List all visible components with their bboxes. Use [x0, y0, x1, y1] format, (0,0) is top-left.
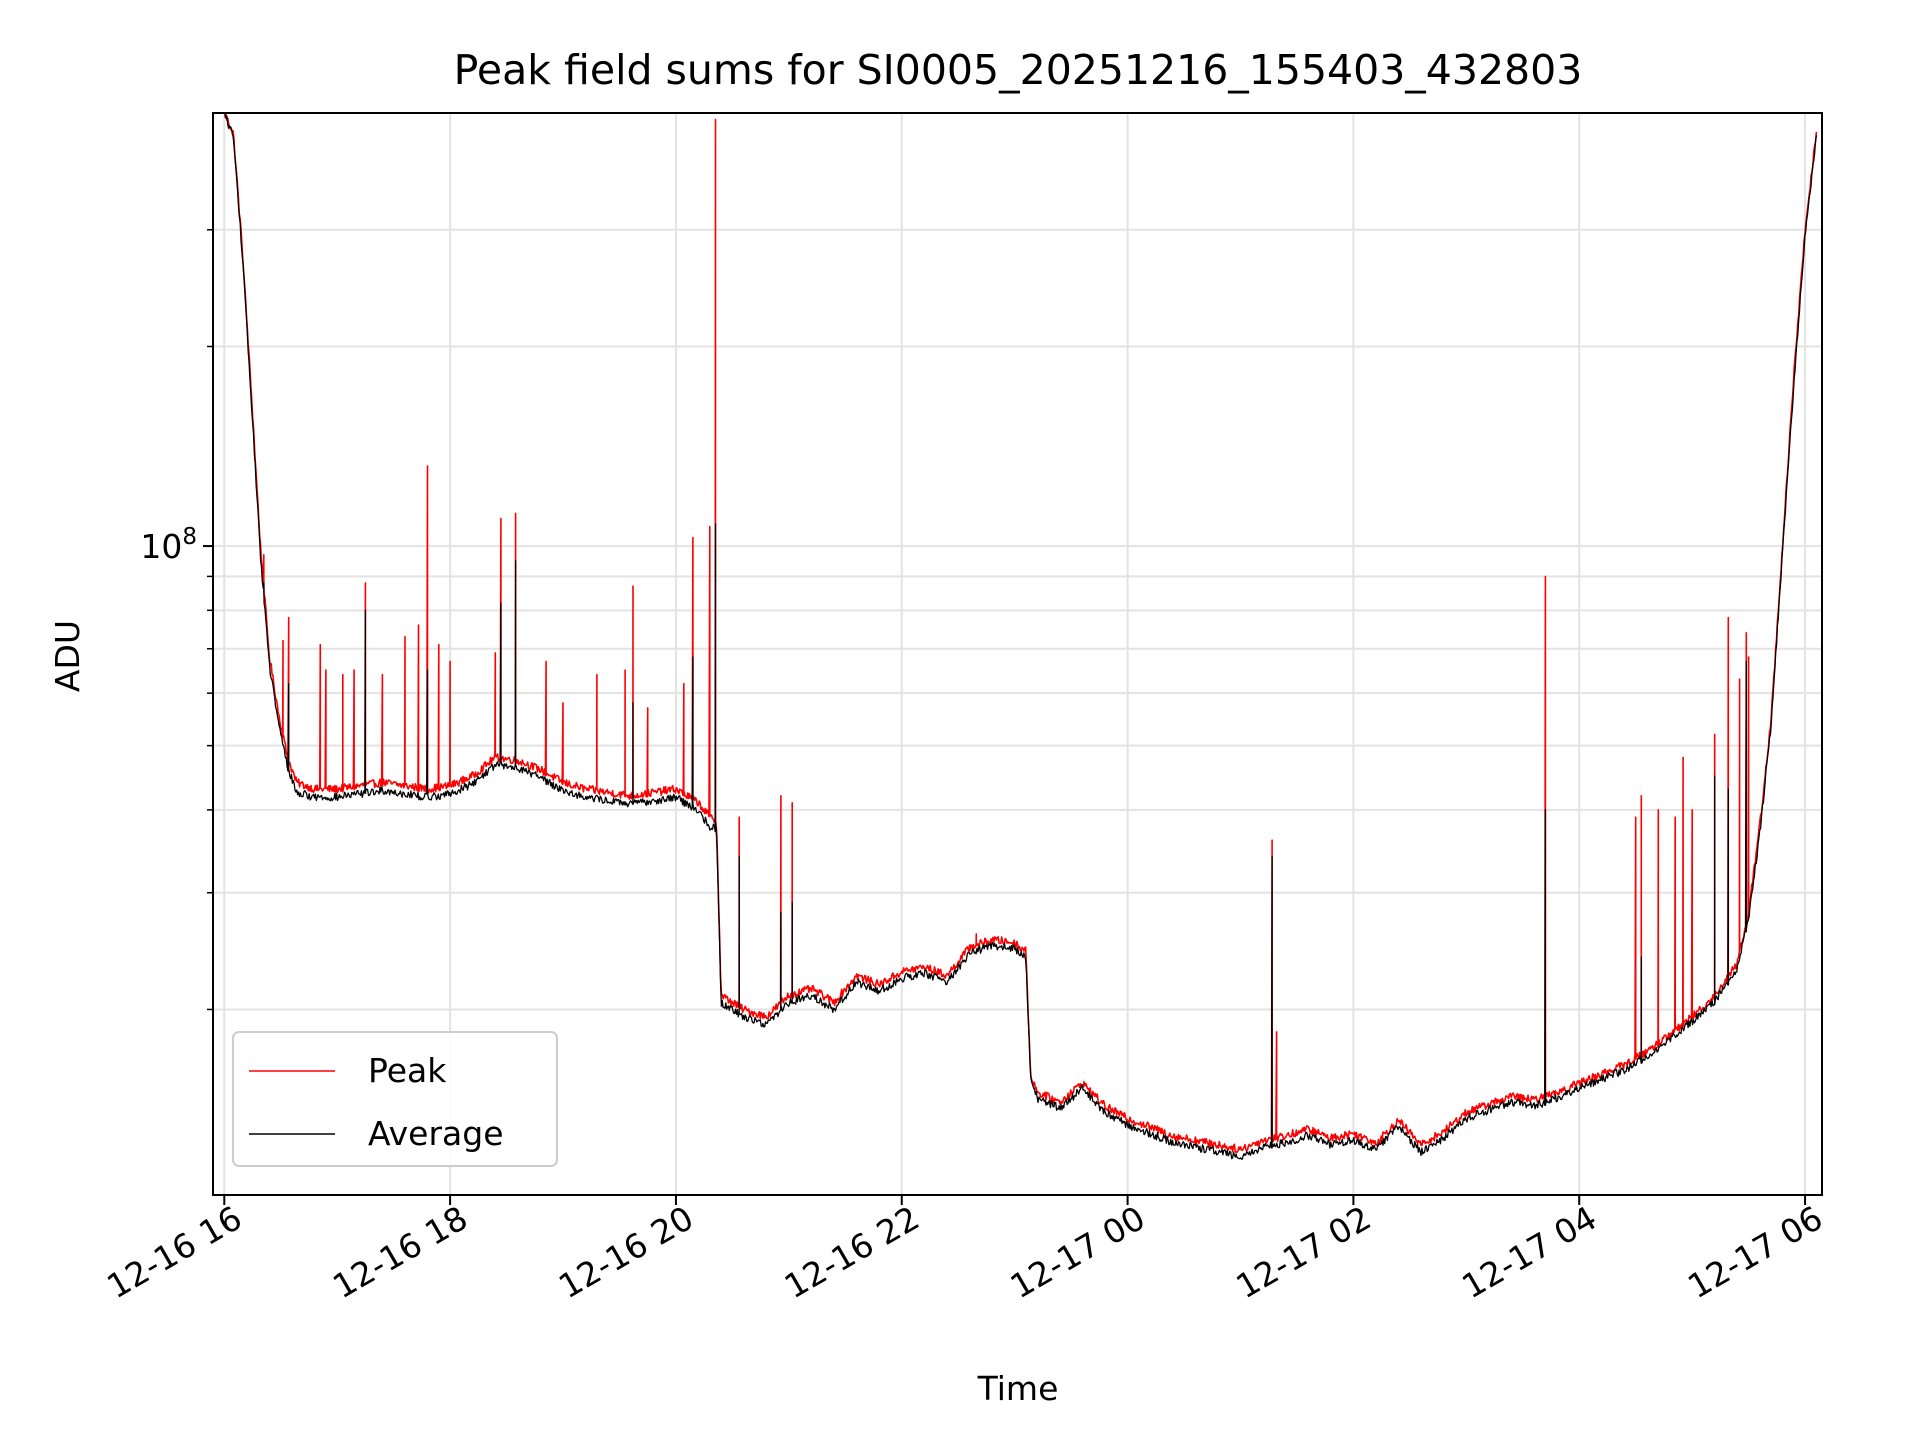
x-axis-label: Time: [977, 1369, 1059, 1408]
chart-title: Peak field sums for SI0005_20251216_1554…: [454, 46, 1583, 94]
y-tick-label: 108: [140, 524, 197, 566]
axes-frame: [212, 112, 1823, 1196]
legend-peak-label: Peak: [368, 1051, 447, 1090]
legend: Peak Average: [232, 1031, 558, 1167]
plot-area: [223, 113, 1818, 1160]
legend-average-label: Average: [368, 1114, 504, 1153]
y-axis-label: ADU: [48, 620, 87, 692]
legend-box: [232, 1031, 558, 1167]
grid: [213, 113, 1822, 1195]
series-line-average: [224, 113, 1818, 1160]
